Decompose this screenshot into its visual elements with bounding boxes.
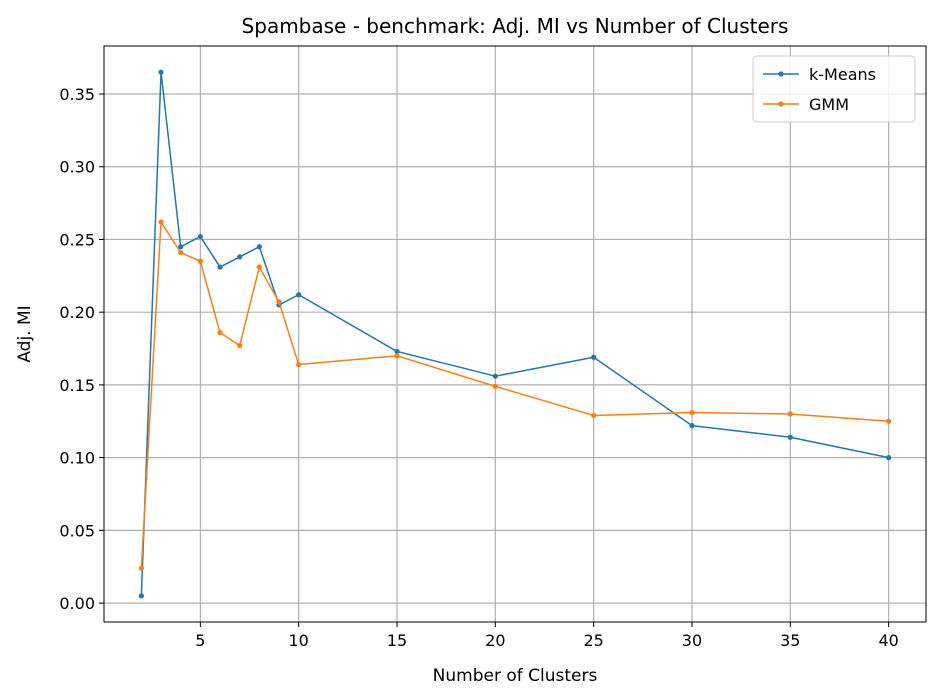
data-point-k-means [237,254,243,260]
data-point-gmm [237,343,243,349]
y-tick-label: 0.20 [59,303,95,322]
data-point-k-means [256,244,262,250]
legend: k-Means GMM [752,55,916,123]
legend-box [752,55,916,123]
data-point-gmm [886,418,892,424]
data-point-gmm [689,409,695,416]
data-point-gmm [296,361,302,368]
series-layer [138,69,892,599]
legend-marker-gmm [778,101,784,107]
plot-frame [103,45,927,623]
series-gmm [138,219,892,571]
y-tick-label: 0.00 [59,594,95,613]
data-point-gmm [492,383,498,389]
x-tick-label: 10 [289,631,309,650]
y-tick-label: 0.15 [59,376,95,395]
data-point-k-means [886,455,892,461]
x-tick-label: 20 [485,631,505,650]
data-point-gmm [591,412,597,419]
data-point-k-means [178,244,184,250]
x-tick-label: 40 [878,631,898,650]
y-tick-label: 0.30 [59,158,95,177]
legend-label-gmm: GMM [809,95,849,114]
data-point-k-means [217,264,223,270]
data-point-gmm [158,219,164,225]
grid [104,46,926,622]
data-point-gmm [276,299,282,305]
data-point-k-means [787,434,793,440]
y-tick-label: 0.10 [59,449,95,468]
legend-label-k-means: k-Means [809,65,876,84]
data-point-gmm [178,249,184,256]
data-point-gmm [394,353,400,359]
data-point-k-means [689,423,695,429]
data-point-gmm [197,258,203,264]
data-point-gmm [787,411,793,417]
legend-marker-k-means [778,71,784,77]
x-tick-label: 35 [780,631,800,650]
data-point-gmm [256,264,262,270]
data-point-gmm [217,329,223,336]
x-tick-label: 15 [387,631,407,650]
y-tick-label: 0.35 [59,85,95,104]
x-tick-label: 25 [583,631,603,650]
series-k-means [138,69,892,599]
data-point-k-means [197,233,203,240]
data-point-k-means [394,348,400,355]
x-tick-label: 5 [195,631,205,650]
data-point-k-means [296,292,302,298]
y-axis-title: Adj. MI [15,305,35,362]
data-point-k-means [138,593,144,599]
y-tick-label: 0.25 [59,230,95,249]
data-point-k-means [591,354,597,360]
x-axis-title: Number of Clusters [433,666,598,686]
ticks: 5 10 15 20 25 30 35 40 0.00 0.05 0.10 0.15 0.20 0.25 0… [59,85,898,650]
data-point-k-means [492,373,498,379]
data-point-k-means [158,69,164,75]
chart-title: Spambase - benchmark: Adj. MI vs Number … [242,14,789,38]
data-point-gmm [138,565,144,571]
x-tick-label: 30 [682,631,702,650]
y-tick-label: 0.05 [59,521,95,540]
